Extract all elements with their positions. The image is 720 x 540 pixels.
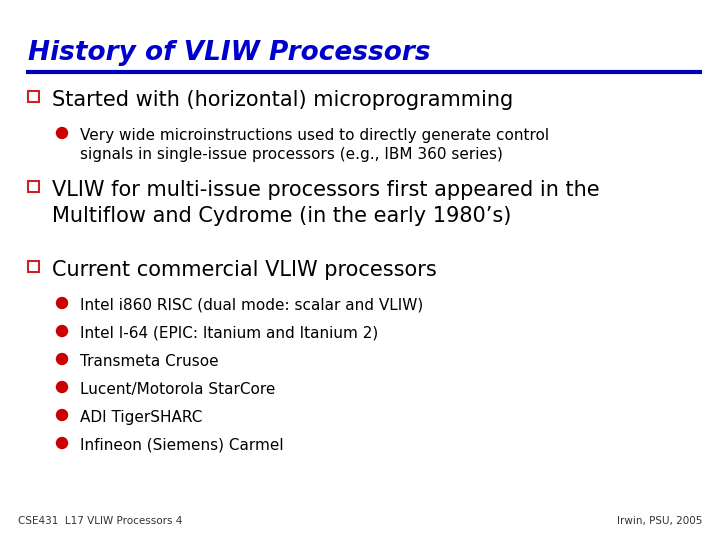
Text: Intel i860 RISC (dual mode: scalar and VLIW): Intel i860 RISC (dual mode: scalar and V… bbox=[80, 298, 423, 313]
Circle shape bbox=[56, 409, 68, 421]
Circle shape bbox=[56, 437, 68, 449]
Bar bbox=[28, 180, 39, 192]
Text: Current commercial VLIW processors: Current commercial VLIW processors bbox=[52, 260, 437, 280]
Text: ADI TigerSHARC: ADI TigerSHARC bbox=[80, 410, 202, 425]
Text: History of VLIW Processors: History of VLIW Processors bbox=[28, 40, 431, 66]
Text: Infineon (Siemens) Carmel: Infineon (Siemens) Carmel bbox=[80, 438, 284, 453]
Text: Lucent/Motorola StarCore: Lucent/Motorola StarCore bbox=[80, 382, 275, 397]
Text: CSE431  L17 VLIW Processors 4: CSE431 L17 VLIW Processors 4 bbox=[18, 516, 182, 526]
Circle shape bbox=[56, 326, 68, 336]
Circle shape bbox=[56, 354, 68, 364]
Text: Irwin, PSU, 2005: Irwin, PSU, 2005 bbox=[616, 516, 702, 526]
Text: Intel I-64 (EPIC: Itanium and Itanium 2): Intel I-64 (EPIC: Itanium and Itanium 2) bbox=[80, 326, 378, 341]
Circle shape bbox=[56, 381, 68, 393]
Bar bbox=[28, 91, 39, 102]
Circle shape bbox=[56, 298, 68, 308]
Text: Started with (horizontal) microprogramming: Started with (horizontal) microprogrammi… bbox=[52, 90, 513, 110]
Bar bbox=[28, 260, 39, 272]
Text: Very wide microinstructions used to directly generate control
signals in single-: Very wide microinstructions used to dire… bbox=[80, 128, 549, 162]
Circle shape bbox=[56, 127, 68, 138]
Text: VLIW for multi-issue processors first appeared in the
Multiflow and Cydrome (in : VLIW for multi-issue processors first ap… bbox=[52, 180, 600, 226]
Text: Transmeta Crusoe: Transmeta Crusoe bbox=[80, 354, 219, 369]
